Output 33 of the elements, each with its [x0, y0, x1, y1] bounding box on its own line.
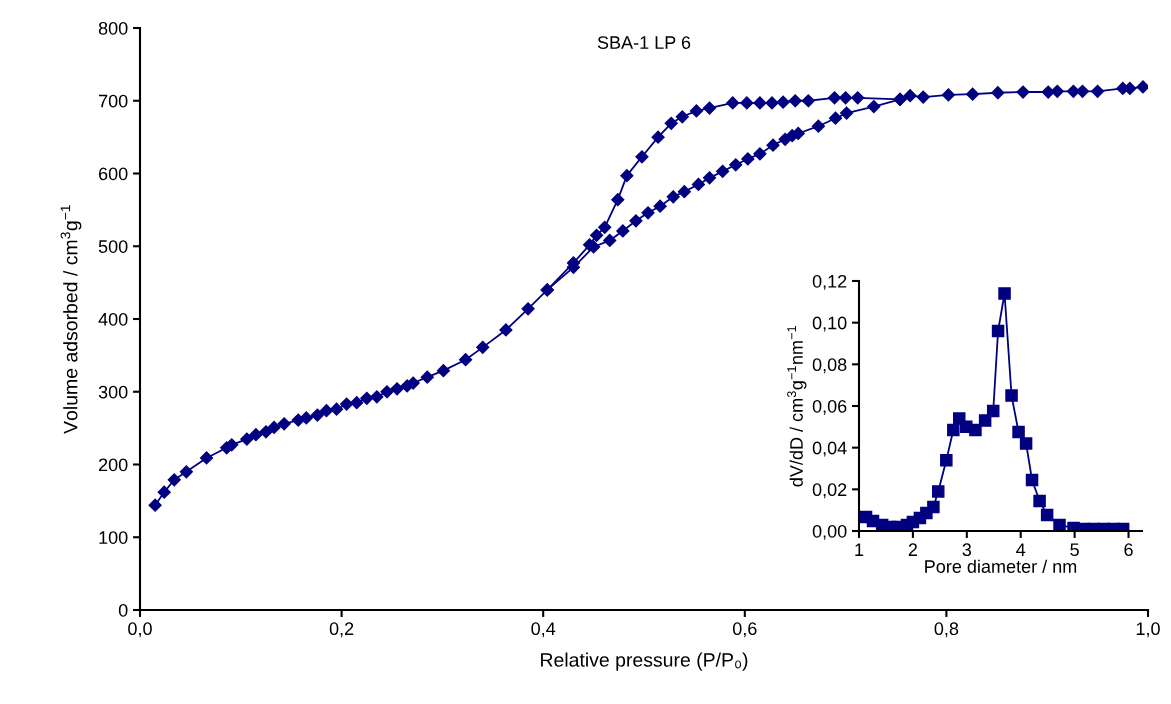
- x-axis-title: Pore diameter / nm: [925, 559, 1077, 573]
- y-tick-label: 200: [98, 458, 128, 472]
- y-tick-label: 0,06: [812, 399, 847, 415]
- x-tick-label: 5: [1070, 543, 1079, 557]
- y-axis-title: dV/dD / cm$^{3}$g$^{−1}$nm$^{−1}$: [787, 326, 807, 487]
- x-tick-label: 0,4: [531, 622, 556, 638]
- y-axis-title: Volume adsorbed / cm$^{3}$g$^{−1}$: [60, 205, 82, 434]
- chart-title: SBA-1 LP 6: [597, 36, 691, 49]
- x-tick-label: 1: [855, 543, 864, 556]
- x-tick-label: 3: [962, 543, 972, 557]
- x-tick-label: 0,0: [128, 622, 152, 638]
- x-tick-label: 0,8: [934, 622, 959, 638]
- y-tick-label: 700: [99, 94, 128, 108]
- y-tick-label: 500: [98, 240, 128, 253]
- x-tick-label: 0,2: [329, 622, 354, 638]
- x-tick-label: 6: [1124, 543, 1133, 557]
- x-tick-label: 4: [1016, 543, 1026, 556]
- y-tick-label: 0,08: [812, 358, 847, 374]
- y-tick-label: 0,10: [812, 316, 847, 332]
- x-tick-label: 0,6: [732, 622, 757, 638]
- y-tick-label: 0: [118, 603, 128, 617]
- y-tick-label: 100: [99, 531, 128, 544]
- x-axis-title: Relative pressure (P/P₀): [541, 652, 748, 671]
- y-tick-label: 0,00: [812, 524, 847, 540]
- x-tick-label: 1,0: [1136, 622, 1160, 638]
- y-tick-label: 0,04: [812, 441, 847, 457]
- y-tick-label: 600: [98, 167, 128, 181]
- y-tick-label: 800: [98, 21, 128, 35]
- y-tick-label: 400: [98, 312, 128, 326]
- y-tick-label: 0,12: [812, 274, 847, 290]
- y-tick-label: 0,02: [812, 483, 847, 499]
- y-tick-label: 300: [98, 385, 128, 399]
- x-tick-label: 2: [908, 543, 918, 556]
